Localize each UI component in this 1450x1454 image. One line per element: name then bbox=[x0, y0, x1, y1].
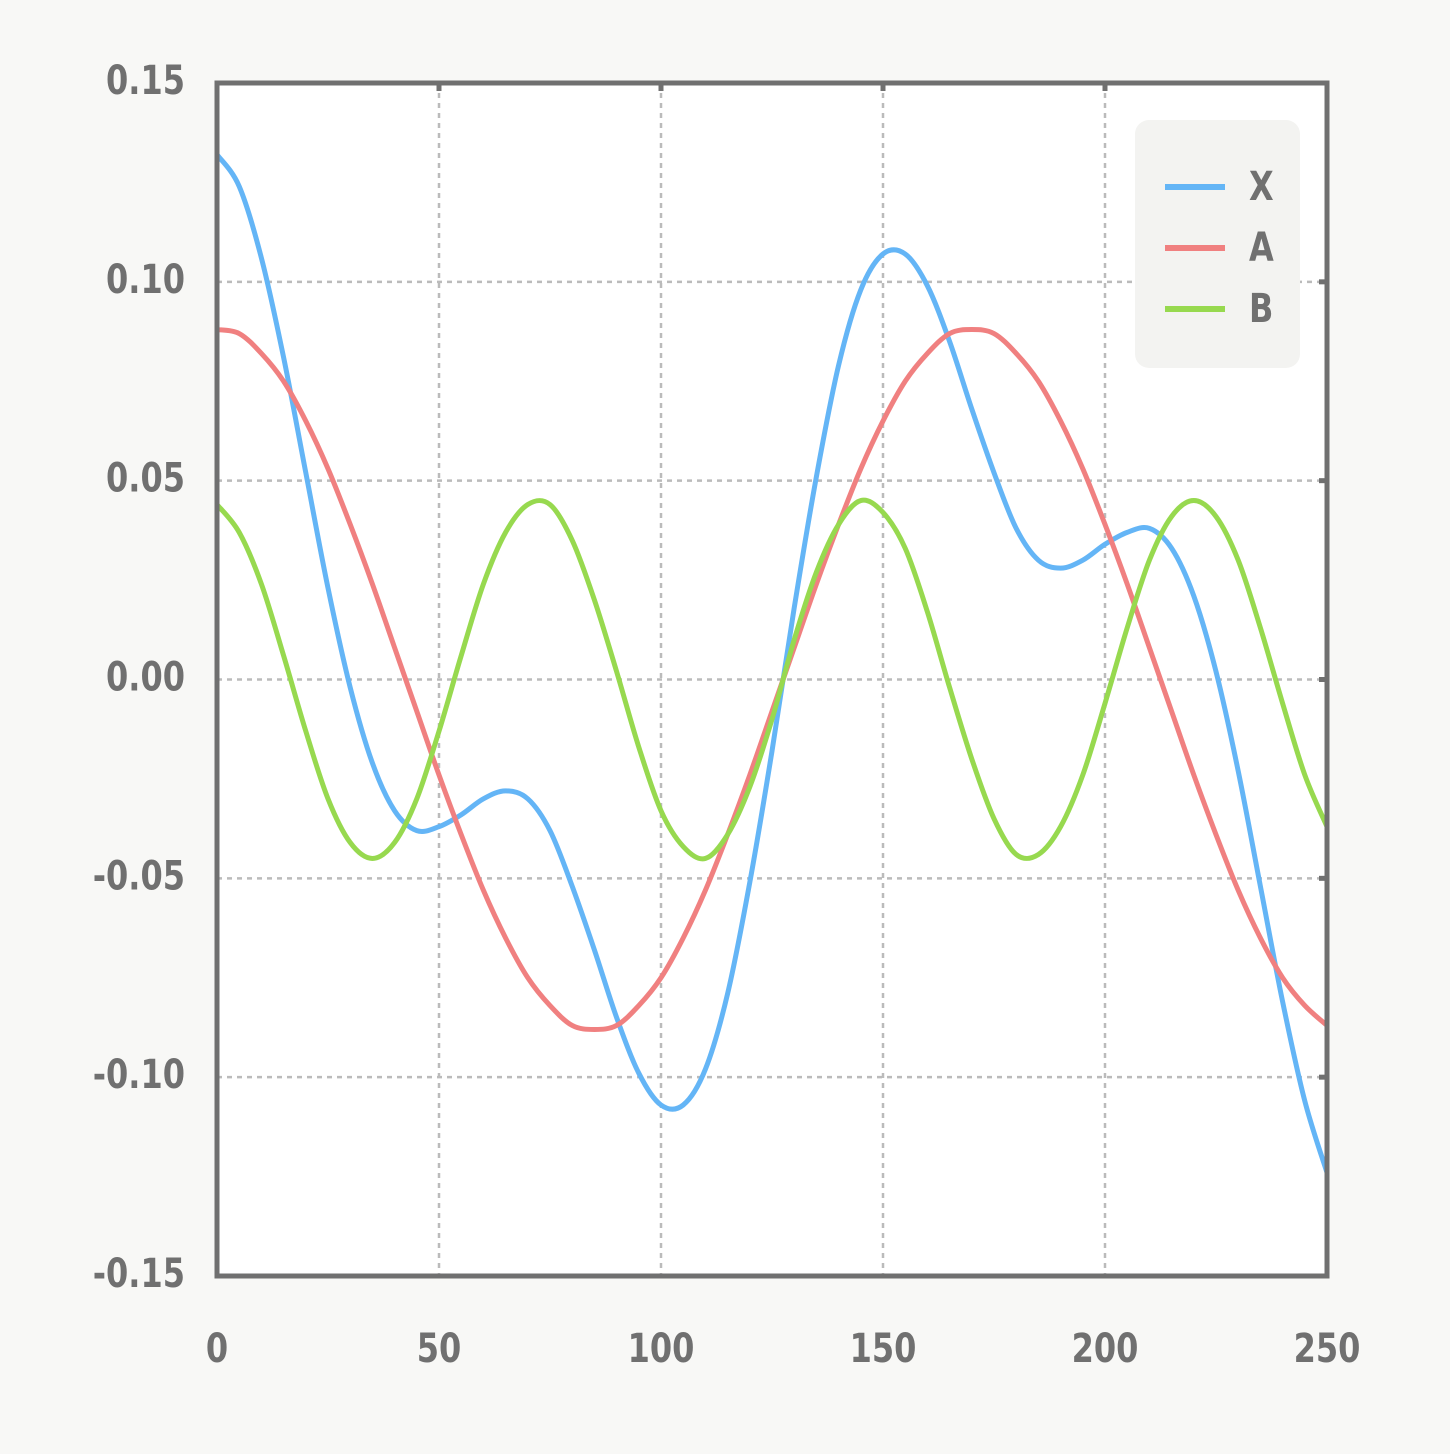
series-line bbox=[215, 497, 1330, 862]
lines bbox=[214, 153, 1330, 1174]
x-tick-label: 200 bbox=[1072, 1324, 1139, 1371]
x-tick-label: 50 bbox=[417, 1324, 462, 1371]
y-tick-label: -0.15 bbox=[93, 1249, 185, 1296]
x-tick-label: 100 bbox=[628, 1324, 695, 1371]
legend-label: A bbox=[1249, 223, 1274, 270]
y-tick-label: 0.15 bbox=[106, 56, 185, 103]
x-tick-label: 150 bbox=[850, 1324, 917, 1371]
legend-label: B bbox=[1249, 284, 1273, 331]
y-tick-label: -0.10 bbox=[93, 1051, 185, 1098]
y-tick-label: -0.05 bbox=[93, 852, 185, 899]
legend: XAB bbox=[1135, 120, 1300, 368]
y-tick-label: 0.10 bbox=[106, 255, 185, 302]
x-tick-label: 0 bbox=[206, 1324, 228, 1371]
legend-box bbox=[1135, 120, 1300, 368]
x-tick-label: 250 bbox=[1294, 1324, 1361, 1371]
y-tick-label: 0.05 bbox=[106, 454, 185, 501]
legend-label: X bbox=[1249, 162, 1274, 209]
y-tick-label: 0.00 bbox=[106, 653, 185, 700]
series-line bbox=[214, 153, 1330, 1174]
